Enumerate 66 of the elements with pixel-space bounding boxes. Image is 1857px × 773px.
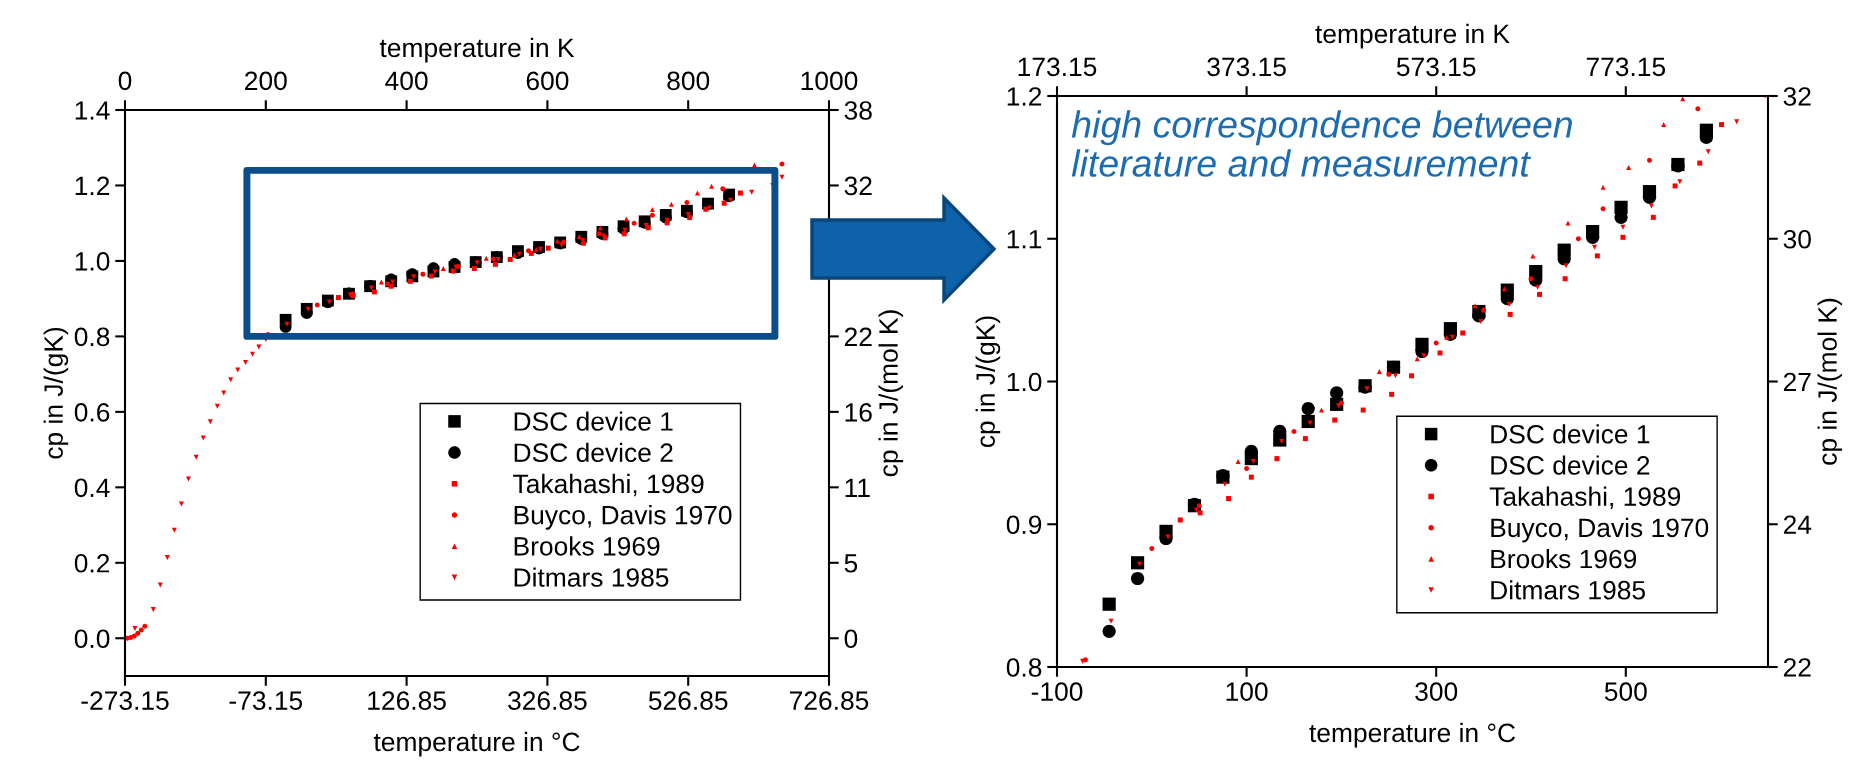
x2-tick-label: 800 — [667, 71, 710, 91]
y-axis-title: cp in J/(gK) — [975, 316, 1001, 448]
y2-tick-label: 5 — [844, 554, 858, 573]
legend-label: Takahashi, 1989 — [513, 473, 704, 497]
y2-axis-title: cp in J/(mol K) — [1817, 298, 1843, 465]
y-tick-label: 1.4 — [75, 101, 110, 120]
x-tick-label: -273.15 — [81, 691, 169, 710]
y-tick-label: 0.8 — [74, 327, 110, 347]
x2-tick-label: 1000 — [801, 71, 858, 91]
x-tick-label: 100 — [1226, 682, 1268, 701]
legend-label: DSC device 1 — [514, 411, 673, 431]
legend-label: Brooks 1969 — [514, 536, 660, 556]
x2-axis-title: temperature in K — [1315, 23, 1510, 49]
y-tick-label: 0.9 — [1006, 515, 1042, 535]
y2-tick-label: 22 — [844, 327, 872, 346]
x-tick-label: 126.85 — [368, 691, 446, 710]
y-tick-label: 1.1 — [1007, 230, 1042, 249]
x2-tick-label: 173.15 — [1018, 57, 1097, 77]
x-tick-label: 726.85 — [790, 691, 869, 710]
x-tick-label: 326.85 — [508, 691, 587, 710]
y2-tick-label: 32 — [844, 176, 872, 196]
legend-label: Ditmars 1985 — [514, 567, 669, 587]
x2-tick-label: 600 — [526, 71, 569, 91]
x2-tick-label: 773.15 — [1586, 57, 1666, 77]
legend-label: Buyco, Davis 1970 — [514, 505, 732, 530]
y2-tick-label: 0 — [844, 629, 858, 649]
x2-axis-title: temperature in K — [379, 37, 575, 63]
y-tick-label: 1.0 — [75, 252, 110, 271]
x2-tick-label: 400 — [385, 71, 428, 91]
x-tick-label: 526.85 — [648, 691, 728, 710]
y2-tick-label: 11 — [845, 478, 870, 497]
y2-axis-title: cp in J/(mol K) — [878, 310, 904, 477]
x-tick-label: -73.15 — [229, 691, 303, 710]
legend-label: Takahashi, 1989 — [1489, 486, 1681, 510]
legend-label: DSC device 2 — [514, 442, 673, 463]
y-axis-title: cp in J/(gK) — [43, 327, 69, 459]
x2-tick-label: 0 — [118, 71, 132, 91]
y-tick-label: 0.4 — [74, 478, 110, 498]
x2-tick-label: 200 — [245, 71, 287, 91]
y2-tick-label: 30 — [1783, 229, 1811, 249]
legend-label: Brooks 1969 — [1491, 548, 1637, 569]
y2-tick-label: 32 — [1783, 87, 1811, 106]
y2-tick-label: 22 — [1783, 658, 1811, 677]
x-tick-label: 300 — [1415, 682, 1458, 701]
y2-tick-label: 16 — [845, 403, 872, 422]
y2-tick-label: 24 — [1783, 515, 1812, 534]
y-tick-label: 0.6 — [74, 403, 110, 422]
y-tick-label: 0.2 — [74, 553, 110, 573]
x-axis-title: temperature in °C — [373, 731, 580, 757]
y-tick-label: 1.2 — [1007, 87, 1042, 106]
y2-tick-label: 38 — [844, 101, 872, 120]
x-tick-label: -100 — [1031, 682, 1083, 701]
y-tick-label: 0.8 — [1006, 658, 1042, 677]
y-tick-label: 1.0 — [1007, 372, 1042, 392]
y-tick-label: 1.2 — [75, 176, 110, 196]
x2-tick-label: 373.15 — [1207, 57, 1286, 77]
legend-label: DSC device 1 — [1491, 424, 1650, 444]
legend-label: Buyco, Davis 1970 — [1491, 517, 1709, 543]
x-tick-label: 500 — [1604, 682, 1647, 701]
y-tick-label: 0.0 — [74, 629, 110, 649]
x2-tick-label: 573.15 — [1396, 57, 1476, 77]
x-axis-title: temperature in °C — [1309, 722, 1516, 748]
legend-label: Ditmars 1985 — [1491, 580, 1646, 600]
y2-tick-label: 27 — [1783, 372, 1811, 392]
legend-label: DSC device 2 — [1491, 455, 1650, 475]
annotation: high correspondence between literature and measurement — [1071, 110, 1572, 177]
